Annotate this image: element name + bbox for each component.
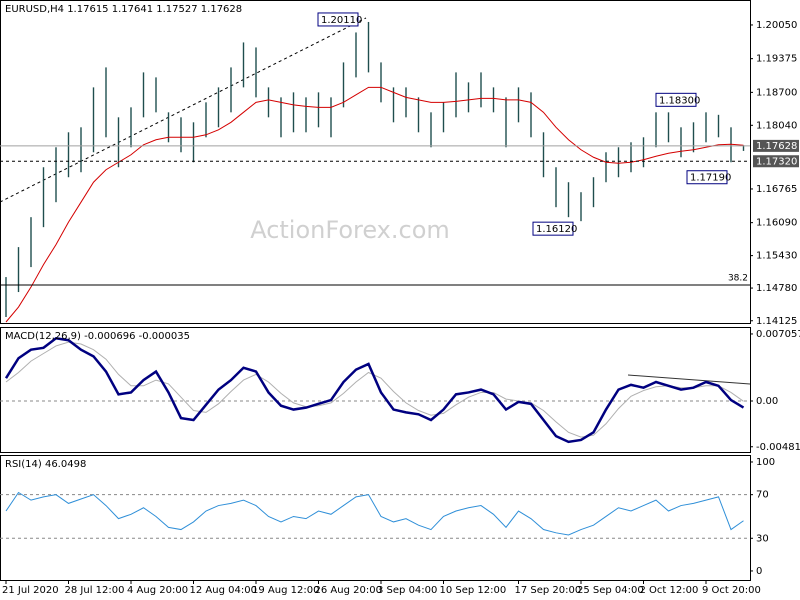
x-tick-label: 4 Aug 20:00 [127,585,188,596]
annotation: 1.18300 [659,95,700,106]
y-tick-label: 1.18040 [756,120,797,131]
y-tick-label: 1.19375 [756,54,797,65]
annotation: 1.20110 [321,15,362,26]
y-tick-label: 70 [756,490,769,501]
y-tick-label: 1.14125 [756,316,797,327]
macd-trend-line [627,374,751,385]
panel-border [0,327,751,453]
y-tick-label: 100 [756,457,775,468]
watermark: ActionForex.com [250,216,450,244]
fib-label: 38.2 [728,274,748,284]
trend-line [0,17,367,203]
x-tick-label: 25 Sep 04:00 [577,585,644,596]
y-tick-label: -0.004818 [756,442,800,453]
annotation-box [686,170,728,185]
annotation: 1.17190 [690,173,731,184]
x-tick-label: 2 Oct 12:00 [640,585,699,596]
panel-title: MACD(12,26,9) -0.000696 -0.000035 [5,331,190,342]
panel-title: RSI(14) 46.0498 [5,459,86,470]
x-tick-label: 10 Sep 12:00 [440,585,507,596]
y-tick-label: 1.14780 [756,283,797,294]
panel-title: EURUSD,H4 1.17615 1.17641 1.17527 1.1762… [5,4,242,15]
indicator-line [5,491,744,536]
indicator-line [5,86,744,323]
x-tick-label: 21 Jul 2020 [2,585,59,596]
x-tick-label: 17 Sep 20:00 [515,585,582,596]
x-tick-label: 28 Jul 12:00 [65,585,125,596]
x-tick-label: 19 Aug 12:00 [252,585,319,596]
y-tick-label: 1.15430 [756,251,797,262]
y-tick-label: 1.16765 [756,184,797,195]
y-tick-label: 0.007057 [756,329,800,340]
annotation-box [655,92,697,107]
support-label-box [753,155,799,168]
y-tick-label: 0.00 [756,396,778,407]
panel-border [0,0,751,324]
y-tick-label: 1.20050 [756,20,797,31]
y-tick-label: 1.18700 [756,87,797,98]
panel-border [0,455,751,581]
annotation-box [317,12,359,27]
price-label-box [753,139,799,152]
support-label: 1.17320 [756,156,797,167]
x-tick-label: 26 Aug 20:00 [315,585,382,596]
x-tick-label: 9 Oct 20:00 [702,585,761,596]
x-tick-label: 12 Aug 04:00 [190,585,257,596]
y-tick-label: 30 [756,533,769,544]
y-tick-label: 1.16090 [756,218,797,229]
indicator-line [4,336,745,444]
price-label: 1.17628 [756,141,797,152]
x-tick-label: 3 Sep 04:00 [377,585,437,596]
annotation-box [532,221,574,236]
annotation: 1.16120 [536,224,577,235]
y-tick-label: 0 [756,566,762,577]
